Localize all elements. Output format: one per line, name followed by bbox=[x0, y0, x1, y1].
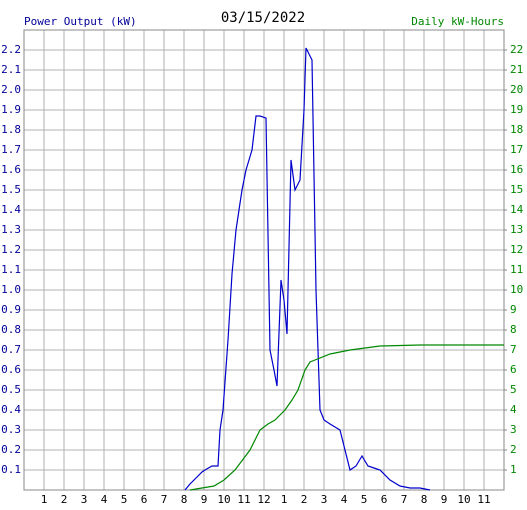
y-tick-label: 2.0 bbox=[1, 83, 21, 96]
x-tick-label: 9 bbox=[201, 493, 208, 506]
y-tick-label: 1.3 bbox=[1, 223, 21, 236]
y2-tick-label: 18 bbox=[510, 123, 523, 136]
x-tick-label: 12 bbox=[257, 493, 270, 506]
series-line bbox=[189, 344, 504, 491]
y-tick-label: 0.3 bbox=[1, 423, 21, 436]
y-tick-label: 0.7 bbox=[1, 343, 21, 356]
x-tick-label: 10 bbox=[217, 493, 230, 506]
y2-tick-label: 7 bbox=[510, 343, 517, 356]
x-tick-label: 2 bbox=[61, 493, 68, 506]
y2-tick-label: 6 bbox=[510, 363, 517, 376]
x-tick-label: 11 bbox=[477, 493, 490, 506]
x-tick-label: 4 bbox=[101, 493, 108, 506]
y-tick-label: 1.4 bbox=[1, 203, 21, 216]
y2-tick-label: 16 bbox=[510, 163, 523, 176]
y2-tick-label: 13 bbox=[510, 223, 523, 236]
x-tick-label: 5 bbox=[121, 493, 128, 506]
y-tick-label: 1.1 bbox=[1, 263, 21, 276]
x-tick-label: 5 bbox=[361, 493, 368, 506]
y-tick-label: 0.9 bbox=[1, 303, 21, 316]
x-tick-label: 7 bbox=[401, 493, 408, 506]
x-tick-label: 9 bbox=[441, 493, 448, 506]
x-tick-label: 1 bbox=[281, 493, 288, 506]
y-tick-label: 0.5 bbox=[1, 383, 21, 396]
y2-tick-label: 19 bbox=[510, 103, 523, 116]
y2-tick-label: 5 bbox=[510, 383, 517, 396]
plot-frame bbox=[23, 29, 505, 491]
y-tick-label: 0.8 bbox=[1, 323, 21, 336]
y2-tick-label: 21 bbox=[510, 63, 523, 76]
x-tick-label: 3 bbox=[321, 493, 328, 506]
x-tick-label: 10 bbox=[457, 493, 470, 506]
x-tick-label: 7 bbox=[161, 493, 168, 506]
y-tick-label: 0.4 bbox=[1, 403, 21, 416]
y-tick-label: 1.7 bbox=[1, 143, 21, 156]
y2-tick-label: 8 bbox=[510, 323, 517, 336]
y-tick-label: 1.0 bbox=[1, 283, 21, 296]
y2-tick-label: 10 bbox=[510, 283, 523, 296]
y2-tick-label: 14 bbox=[510, 203, 524, 216]
y2-tick-label: 4 bbox=[510, 403, 517, 416]
x-tick-label: 6 bbox=[381, 493, 388, 506]
y-tick-label: 1.8 bbox=[1, 123, 21, 136]
y-tick-label: 0.1 bbox=[1, 463, 21, 476]
y2-tick-label: 12 bbox=[510, 243, 523, 256]
y-tick-label: 1.6 bbox=[1, 163, 21, 176]
y2-tick-label: 22 bbox=[510, 43, 523, 56]
y2-tick-label: 17 bbox=[510, 143, 523, 156]
x-tick-label: 4 bbox=[341, 493, 348, 506]
x-tick-label: 8 bbox=[421, 493, 428, 506]
y2-tick-label: 3 bbox=[510, 423, 517, 436]
x-tick-label: 3 bbox=[81, 493, 88, 506]
y2-tick-label: 1 bbox=[510, 463, 517, 476]
y-tick-label: 1.5 bbox=[1, 183, 21, 196]
y-tick-label: 2.2 bbox=[1, 43, 21, 56]
chart-title: 03/15/2022 bbox=[221, 10, 305, 26]
y-axis-label: Power Output (kW) bbox=[24, 15, 137, 28]
x-tick-label: 2 bbox=[301, 493, 308, 506]
y2-tick-label: 15 bbox=[510, 183, 523, 196]
x-tick-label: 6 bbox=[141, 493, 148, 506]
x-tick-label: 11 bbox=[237, 493, 250, 506]
y2-tick-label: 11 bbox=[510, 263, 523, 276]
y-tick-label: 1.2 bbox=[1, 243, 21, 256]
y2-axis-label: Daily kW-Hours bbox=[411, 15, 504, 28]
y2-tick-label: 2 bbox=[510, 443, 517, 456]
y2-tick-label: 20 bbox=[510, 83, 523, 96]
y-tick-label: 0.6 bbox=[1, 363, 21, 376]
y-tick-label: 2.1 bbox=[1, 63, 21, 76]
x-tick-label: 8 bbox=[181, 493, 188, 506]
y-tick-label: 0.2 bbox=[1, 443, 21, 456]
series-line bbox=[184, 47, 431, 491]
y2-tick-label: 9 bbox=[510, 303, 517, 316]
x-tick-label: 1 bbox=[41, 493, 48, 506]
y-tick-label: 1.9 bbox=[1, 103, 21, 116]
